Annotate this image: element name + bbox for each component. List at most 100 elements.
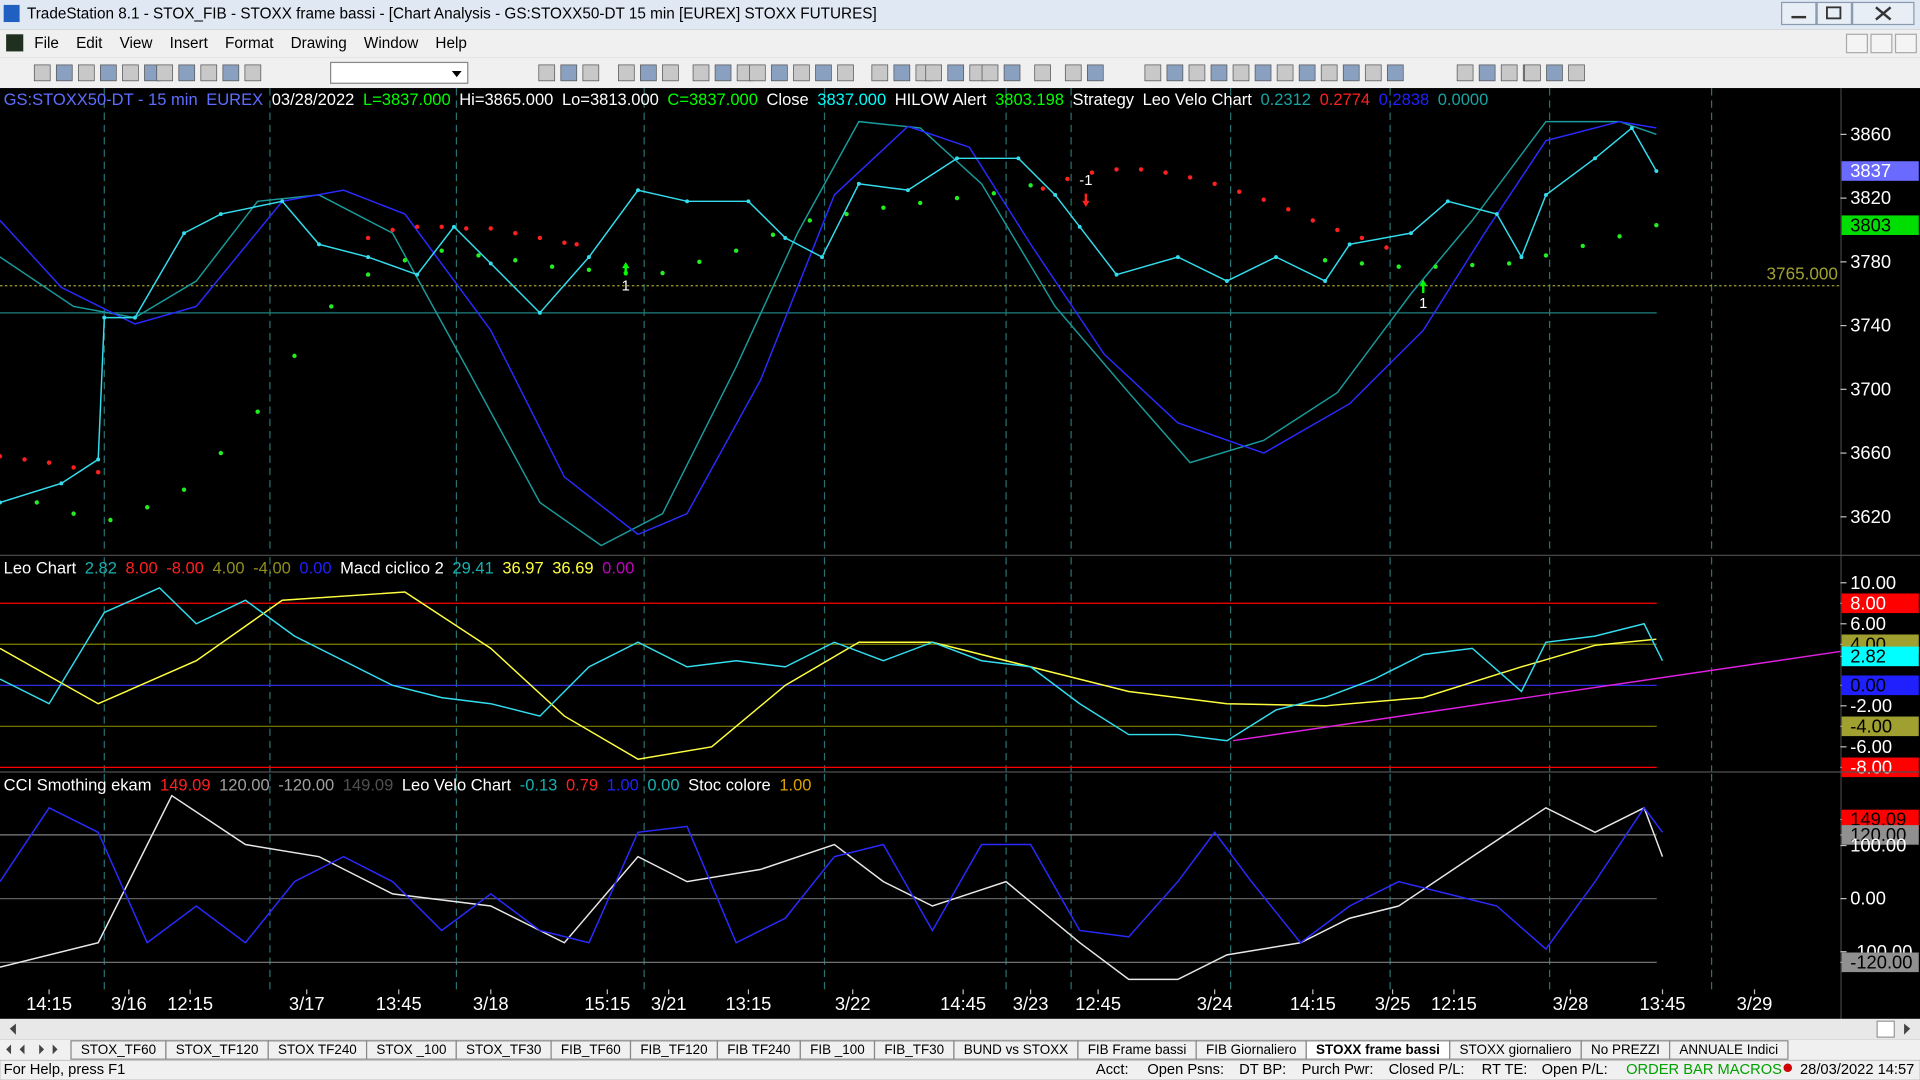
toolbar-button[interactable] xyxy=(1568,64,1585,82)
tab-label[interactable]: STOX_TF120 xyxy=(176,1042,259,1057)
toolbar-button[interactable] xyxy=(692,64,710,82)
toolbar-button[interactable] xyxy=(1003,64,1021,82)
series-dot xyxy=(182,231,186,236)
tab-label[interactable]: STOX_TF60 xyxy=(81,1042,156,1057)
series-dot xyxy=(71,465,76,470)
toolbar-button[interactable] xyxy=(1276,64,1294,82)
toolbar-button[interactable] xyxy=(1500,64,1518,82)
menu-item[interactable]: Window xyxy=(364,35,419,52)
toolbar-button[interactable] xyxy=(178,64,196,82)
toolbar-button[interactable] xyxy=(1524,64,1541,82)
maximize-button[interactable] xyxy=(1816,1,1853,26)
tab-label[interactable]: FIB TF240 xyxy=(727,1042,790,1057)
menu-item[interactable]: Help xyxy=(435,35,466,52)
status-item: Closed P/L: xyxy=(1389,1062,1465,1078)
toolbar-button[interactable] xyxy=(1320,64,1338,82)
scrollbar[interactable] xyxy=(0,1018,1920,1040)
toolbar-button[interactable] xyxy=(122,64,139,82)
series-dot xyxy=(1274,255,1278,260)
tab-label[interactable]: FIB_TF120 xyxy=(640,1042,707,1057)
toolbar-button[interactable] xyxy=(244,64,262,82)
toolbar-button[interactable] xyxy=(1386,64,1404,82)
toolbar-button[interactable] xyxy=(893,64,911,82)
tab-label[interactable]: No PREZZI xyxy=(1591,1042,1660,1057)
y-tick-label: -6.00 xyxy=(1850,736,1892,757)
toolbar-button[interactable] xyxy=(55,64,73,82)
tab-label[interactable]: STOXX giornaliero xyxy=(1460,1042,1572,1057)
toolbar-button[interactable] xyxy=(1364,64,1382,82)
toolbar-button[interactable] xyxy=(1210,64,1228,82)
series-dot xyxy=(402,258,408,263)
toolbar-button[interactable] xyxy=(793,64,810,82)
toolbar-button[interactable] xyxy=(749,64,766,82)
toolbar-button[interactable] xyxy=(33,64,51,82)
toolbar-button[interactable] xyxy=(78,64,95,82)
tab-nav[interactable] xyxy=(6,1044,12,1055)
tab-label[interactable]: BUND vs STOXX xyxy=(964,1042,1068,1057)
tab-label[interactable]: FIB _100 xyxy=(810,1042,865,1057)
toolbar-button[interactable] xyxy=(947,64,965,82)
y-tick-label: 120.00 xyxy=(1850,824,1906,845)
tab-label[interactable]: STOX _100 xyxy=(376,1042,446,1057)
toolbar-button[interactable] xyxy=(1342,64,1360,82)
toolbar-button[interactable] xyxy=(871,64,889,82)
toolbar-button[interactable] xyxy=(1086,64,1104,82)
menu-item[interactable]: File xyxy=(34,35,59,52)
scroll-right[interactable] xyxy=(1904,1023,1911,1035)
menu-item[interactable]: Drawing xyxy=(291,35,347,52)
toolbar-button[interactable] xyxy=(200,64,218,82)
menu-item[interactable]: View xyxy=(120,35,154,52)
menu-item[interactable]: Format xyxy=(225,35,274,52)
tab-label[interactable]: FIB Frame bassi xyxy=(1088,1042,1187,1057)
tab-label[interactable]: FIB Giornaliero xyxy=(1206,1042,1296,1057)
toolbar-button[interactable] xyxy=(618,64,635,82)
toolbar-button[interactable] xyxy=(1456,64,1474,82)
tab-nav[interactable] xyxy=(39,1044,45,1055)
menu-item[interactable]: Insert xyxy=(170,35,209,52)
toolbar-button[interactable] xyxy=(156,64,174,82)
tab-label[interactable]: FIB_TF60 xyxy=(561,1042,621,1057)
tab-label[interactable]: STOXX frame bassi xyxy=(1316,1042,1440,1057)
series-dot xyxy=(476,253,481,258)
toolbar-button[interactable] xyxy=(837,64,854,82)
tab-nav[interactable] xyxy=(52,1044,58,1055)
toolbar-button[interactable] xyxy=(1298,64,1316,82)
toolbar-button[interactable] xyxy=(981,64,999,82)
toolbar-button[interactable] xyxy=(1166,64,1184,82)
toolbar-button[interactable] xyxy=(771,64,788,82)
mdi-restore[interactable] xyxy=(1870,33,1893,54)
toolbar-button[interactable] xyxy=(1254,64,1272,82)
toolbar-combo[interactable] xyxy=(330,61,469,84)
mdi-close[interactable] xyxy=(1894,33,1917,54)
tab-label[interactable]: ANNUALE Indici xyxy=(1679,1042,1778,1057)
toolbar-button[interactable] xyxy=(1188,64,1206,82)
tab-nav[interactable] xyxy=(19,1044,25,1055)
toolbar-button[interactable] xyxy=(815,64,832,82)
toolbar-button[interactable] xyxy=(582,64,600,82)
toolbar-button[interactable] xyxy=(1064,64,1082,82)
tab-label[interactable]: STOX TF240 xyxy=(278,1042,357,1057)
toolbar-button[interactable] xyxy=(925,64,943,82)
minimize-button[interactable] xyxy=(1781,1,1817,26)
mdi-minimize[interactable] xyxy=(1845,33,1868,54)
legend-item: 0.00 xyxy=(602,559,634,578)
toolbar-button[interactable] xyxy=(100,64,117,82)
toolbar-button[interactable] xyxy=(714,64,732,82)
toolbar-button[interactable] xyxy=(222,64,240,82)
tab[interactable] xyxy=(1669,1040,1789,1060)
scroll-left[interactable] xyxy=(9,1023,16,1035)
toolbar-button[interactable] xyxy=(662,64,679,82)
menu-item[interactable]: Edit xyxy=(76,35,103,52)
toolbar-button[interactable] xyxy=(560,64,578,82)
status-items: For Help, press F1 Acct: Open Psns: DT BP: P… xyxy=(4,1062,1915,1078)
toolbar-button[interactable] xyxy=(1144,64,1162,82)
toolbar-button[interactable] xyxy=(1478,64,1496,82)
scroll-thumb[interactable] xyxy=(1876,1020,1895,1038)
tab-label[interactable]: STOX_TF30 xyxy=(466,1042,541,1057)
toolbar-button[interactable] xyxy=(1546,64,1563,82)
toolbar-button[interactable] xyxy=(640,64,657,82)
toolbar-button[interactable] xyxy=(1034,64,1051,82)
toolbar-button[interactable] xyxy=(538,64,556,82)
tab-label[interactable]: FIB_TF30 xyxy=(884,1042,944,1057)
toolbar-button[interactable] xyxy=(1232,64,1250,82)
